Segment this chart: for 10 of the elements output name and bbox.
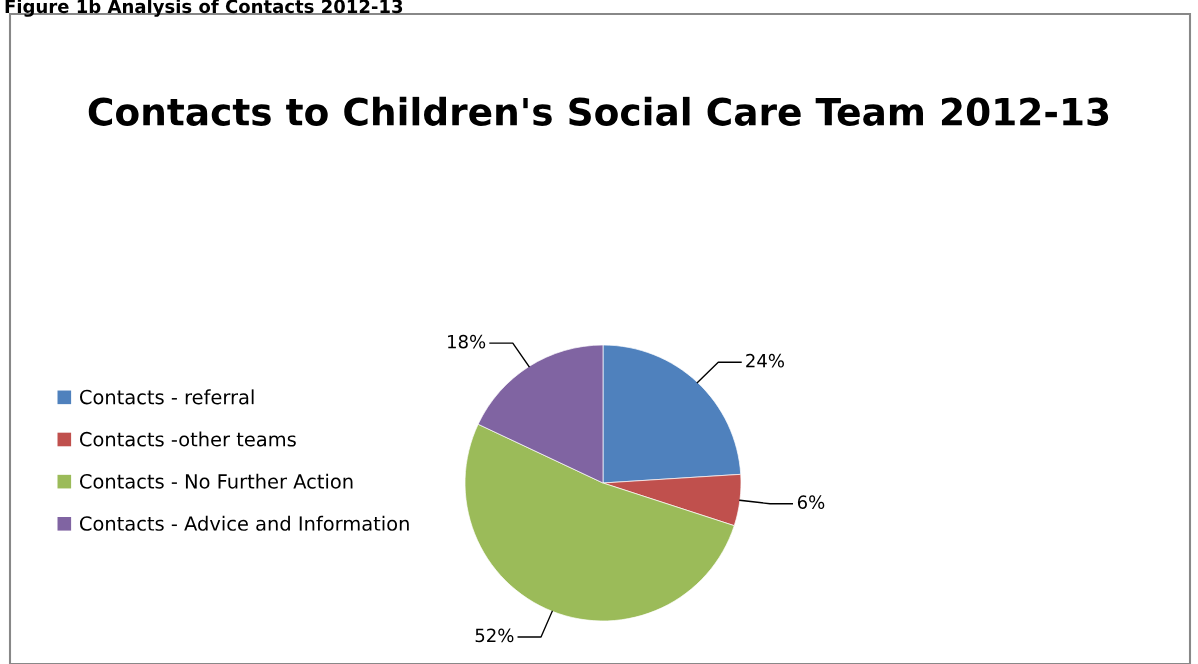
data-label: 52% — [475, 628, 514, 643]
legend-label: Contacts - Advice and Information — [79, 515, 409, 531]
legend-label: Contacts -other teams — [79, 431, 296, 447]
caption: Figure 1b Analysis of Contacts 2012-13 — [5, 0, 403, 17]
chart-title: Contacts to Children's Social Care Team 2012-13 — [88, 96, 1109, 126]
legend-label: Contacts - No Further Action — [79, 473, 353, 489]
data-label: 24% — [746, 353, 784, 368]
data-label: 18% — [448, 334, 486, 349]
legend-label: Contacts - referral — [79, 389, 254, 405]
data-label: 6% — [797, 495, 825, 509]
